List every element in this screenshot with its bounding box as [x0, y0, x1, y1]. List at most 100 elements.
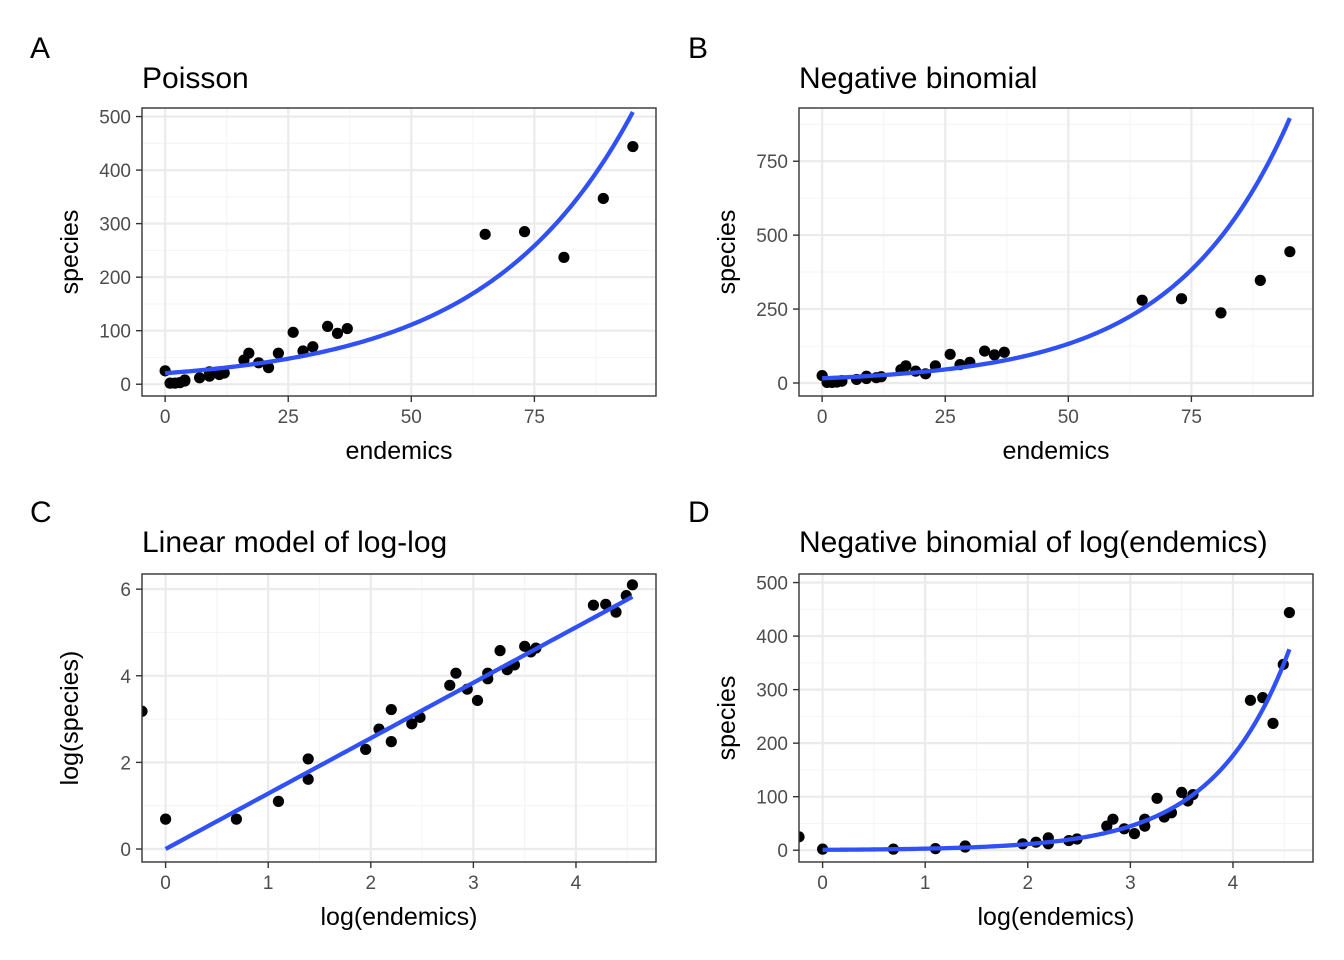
x-tick-label: 0: [160, 873, 171, 894]
x-tick-label: 0: [817, 407, 828, 428]
x-axis-title: log(endemics): [320, 903, 477, 931]
y-tick-label: 500: [99, 108, 131, 129]
data-point: [627, 140, 639, 153]
fit-line: [822, 648, 1292, 852]
data-point: [142, 705, 148, 717]
y-tick-label: 6: [120, 580, 131, 601]
panel-letter: C: [30, 496, 52, 529]
x-tick-label: 75: [1181, 407, 1202, 428]
data-point: [360, 743, 372, 755]
y-tick-label: 250: [756, 300, 788, 321]
grid: [799, 108, 1313, 396]
panel-title: Linear model of log-log: [142, 526, 447, 559]
data-point: [944, 348, 956, 360]
y-tick-label: 400: [756, 627, 788, 648]
data-point: [471, 694, 484, 707]
x-tick-label: 25: [278, 407, 299, 428]
data-point: [1244, 694, 1257, 706]
data-point: [597, 192, 609, 205]
panel-border: [798, 107, 1314, 397]
data-point: [331, 327, 344, 339]
data-point: [307, 341, 319, 353]
data-point: [900, 360, 912, 372]
data-point: [322, 320, 334, 333]
data-point: [272, 347, 284, 359]
y-tick-label: 100: [99, 322, 131, 343]
y-axis-title: species: [713, 210, 741, 295]
x-tick-label: 25: [935, 407, 956, 428]
data-point: [1215, 307, 1227, 319]
y-tick-label: 500: [756, 226, 788, 247]
panel-title: Negative binomial: [799, 62, 1037, 95]
y-axis-title: species: [56, 210, 84, 295]
x-tick-label: 4: [571, 873, 582, 894]
panel-border: [798, 573, 1314, 863]
data-point: [1136, 294, 1148, 306]
data-point: [444, 679, 456, 691]
data-point: [287, 326, 299, 338]
data-point: [1151, 792, 1163, 804]
plot-background: [142, 108, 656, 396]
y-tick-label: 0: [777, 374, 788, 395]
x-tick-label: 0: [160, 407, 171, 428]
panel-letter: B: [688, 32, 708, 65]
fit-line: [822, 117, 1292, 381]
data-point: [385, 736, 397, 748]
y-tick-label: 500: [756, 574, 788, 595]
data-point: [341, 322, 353, 335]
data-point: [159, 813, 172, 825]
y-tick-label: 100: [756, 788, 788, 809]
data-point: [385, 703, 397, 716]
data-point: [1175, 293, 1188, 305]
panel-title: Poisson: [142, 62, 249, 95]
grid: [799, 574, 1313, 862]
data-point: [518, 226, 531, 238]
y-tick-label: 750: [756, 152, 788, 173]
data-point: [272, 795, 285, 807]
x-tick-label: 1: [920, 873, 931, 894]
data-point: [1107, 813, 1119, 825]
data-point: [587, 599, 600, 611]
y-axis-title: log(species): [56, 651, 84, 786]
data-point: [1128, 828, 1141, 840]
x-tick-label: 0: [817, 873, 828, 894]
data-point: [626, 579, 639, 591]
data-point: [194, 372, 206, 384]
data-point: [998, 346, 1010, 358]
y-tick-label: 300: [756, 681, 788, 702]
plot-background: [799, 108, 1313, 396]
y-tick-label: 0: [777, 841, 788, 862]
y-tick-label: 4: [120, 667, 131, 688]
data-point: [1176, 786, 1188, 799]
panel-letter: D: [688, 496, 710, 529]
fit-line: [164, 594, 634, 851]
data-point: [230, 813, 242, 825]
data-point: [600, 598, 612, 610]
x-tick-label: 4: [1228, 873, 1239, 894]
x-axis-title: endemics: [346, 437, 453, 465]
data-point: [479, 228, 491, 240]
x-tick-label: 3: [1125, 873, 1136, 894]
data-point: [979, 345, 991, 357]
panel-a: A Poisson 0 25 50 75 0 100 200 300 400 500 endemics s…: [30, 32, 657, 465]
panel-letter: A: [30, 32, 50, 65]
x-tick-label: 3: [468, 873, 479, 894]
plot-background: [799, 574, 1313, 862]
data-point: [1254, 274, 1266, 286]
x-tick-label: 50: [401, 407, 422, 428]
panel-title: Negative binomial of log(endemics): [799, 526, 1268, 559]
y-tick-label: 0: [120, 840, 131, 861]
points: [142, 579, 639, 825]
x-axis-title: endemics: [1003, 437, 1110, 465]
y-tick-label: 200: [99, 268, 131, 289]
x-tick-label: 2: [365, 873, 376, 894]
panel-d: D Negative binomial of log(endemics) 0 1 2 3 4…: [688, 496, 1314, 931]
data-point: [1283, 606, 1296, 619]
data-point: [988, 349, 1001, 361]
x-tick-label: 75: [524, 407, 545, 428]
data-point: [558, 251, 570, 263]
panel-c: C Linear model of log-log 0 1 2 3 4 0 2 4 6 log(end…: [30, 496, 657, 931]
data-point: [262, 362, 275, 374]
x-tick-label: 50: [1058, 407, 1079, 428]
